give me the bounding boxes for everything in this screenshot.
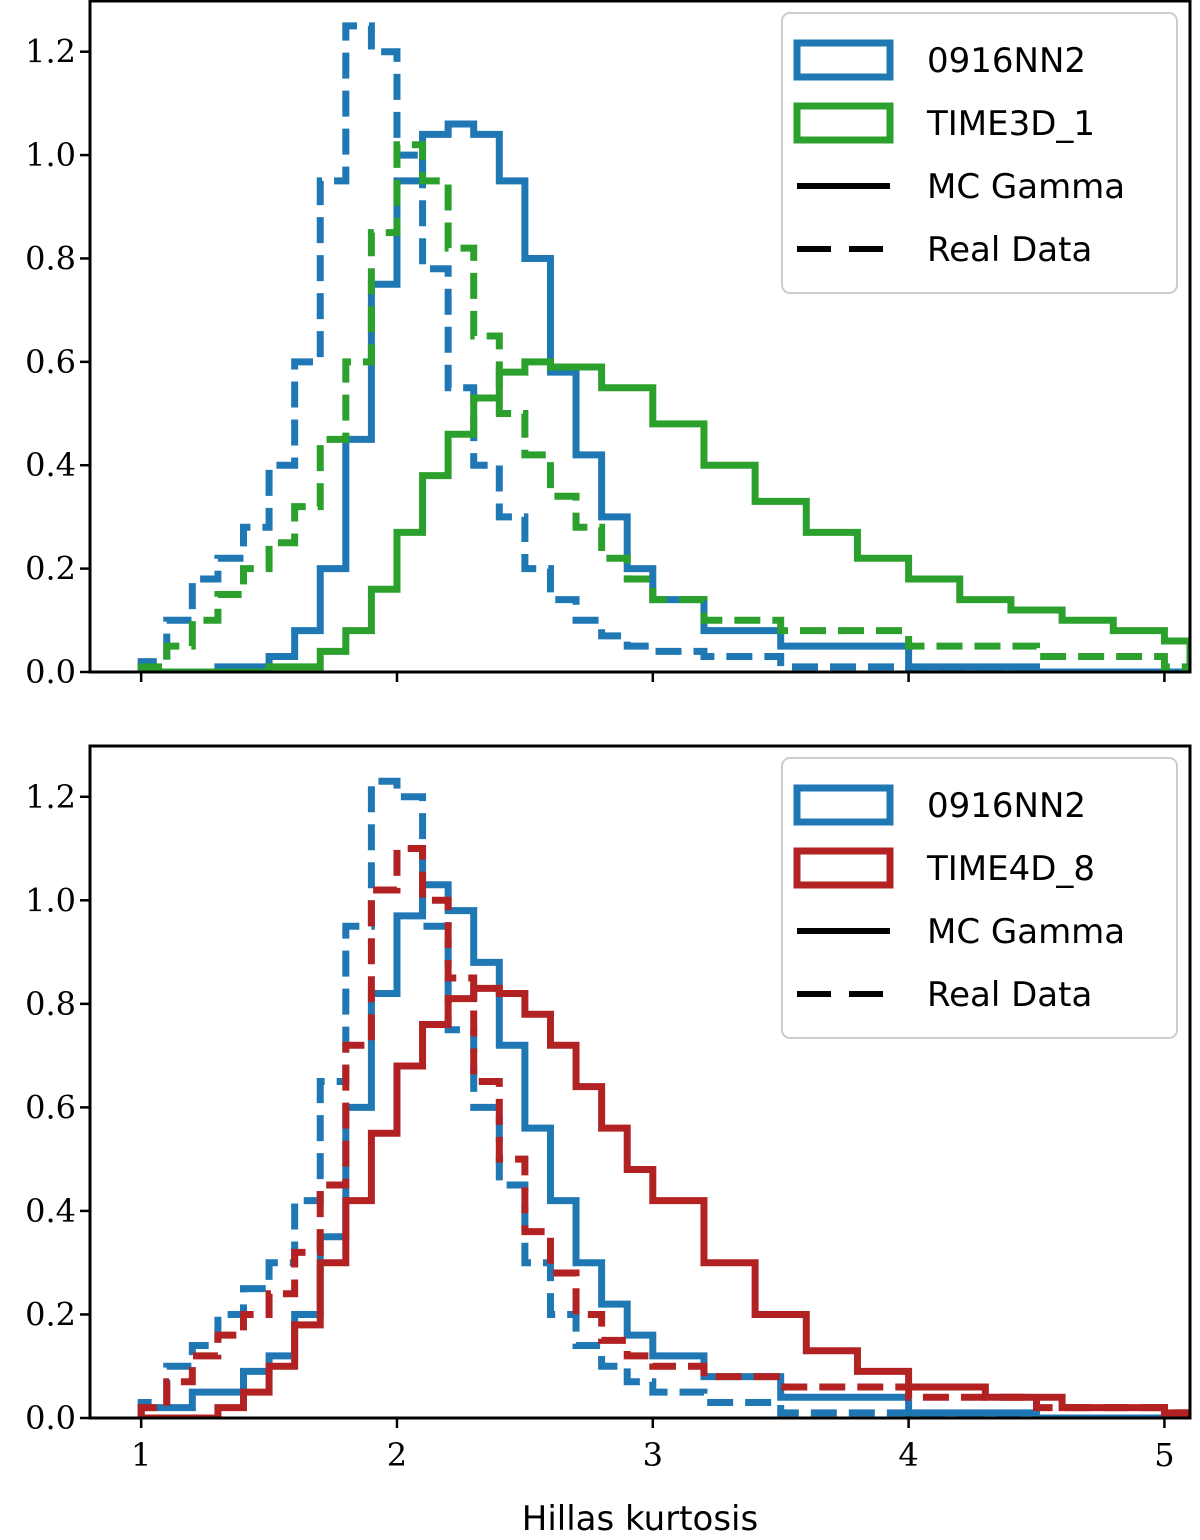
series-time3d-1-real-data: [137, 141, 1190, 672]
y-tick-label: 1.0: [25, 136, 76, 174]
legend-patch-1: [793, 102, 894, 144]
y-tick-label: 0.6: [25, 1088, 76, 1126]
series-0916nn2-mc-gamma: [141, 120, 1190, 672]
legend-patch-0: [793, 39, 894, 81]
x-tick-label: 5: [1154, 1436, 1174, 1474]
y-tick-label: 0.2: [25, 1295, 76, 1333]
legend: 0916NN2 TIME3D_1 MC Gamma Real Data: [781, 12, 1178, 294]
x-tick-label: 3: [643, 1436, 663, 1474]
x-tick-label: 4: [898, 1436, 918, 1474]
legend-label: Real Data: [927, 230, 1092, 270]
series-group: [137, 22, 1190, 672]
y-tick-label: 0.4: [25, 446, 76, 484]
series-time3d-1-mc-gamma: [141, 358, 1190, 672]
y-tick-label: 0.2: [25, 550, 76, 588]
y-tick-label: 0.8: [25, 239, 76, 277]
bottom-panel: 0.0 0.2 0.4 0.6 0.8 1.0 1.2 1 2 3 4 5 0916NN2 TIME4D_…: [25, 744, 1192, 1474]
y-tick-label: 1.2: [25, 33, 76, 71]
legend-label: 0916NN2: [927, 786, 1086, 826]
axes-frame: [88, 0, 1192, 674]
series-0916nn2-real-data: [137, 777, 1190, 1418]
legend-label: TIME3D_1: [926, 104, 1095, 144]
y-tick-label: 0.4: [25, 1192, 76, 1230]
y-tick-label: 0.6: [25, 343, 76, 381]
legend-label: MC Gamma: [927, 912, 1125, 952]
y-tick-label: 1.2: [25, 778, 76, 816]
legend-box: [781, 757, 1178, 1039]
legend-label: Real Data: [927, 975, 1092, 1015]
y-tick-label: 0.8: [25, 985, 76, 1023]
y-tick-label: 0.0: [25, 653, 76, 691]
axes-frame: [88, 744, 1192, 1420]
series-time4d-8-real-data: [137, 845, 1190, 1418]
series-0916nn2-real-data: [137, 22, 1190, 672]
legend-label: MC Gamma: [927, 167, 1125, 207]
legend-patch-1: [793, 847, 894, 889]
legend: 0916NN2 TIME4D_8 MC Gamma Real Data: [781, 757, 1178, 1039]
legend-box: [781, 12, 1178, 294]
x-axis-label: Hillas kurtosis: [522, 1499, 758, 1539]
series-time4d-8-mc-gamma: [141, 984, 1190, 1418]
top-panel: 0.0 0.2 0.4 0.6 0.8 1.0 1.2 0916NN2 TIME3D_1 MC G…: [25, 0, 1192, 691]
legend-label: 0916NN2: [927, 41, 1086, 81]
legend-label: TIME4D_8: [926, 849, 1095, 889]
y-tick-label: 0.0: [25, 1399, 76, 1437]
x-tick-label: 2: [387, 1436, 407, 1474]
legend-patch-0: [793, 784, 894, 826]
y-tick-label: 1.0: [25, 881, 76, 919]
series-group: [137, 777, 1190, 1418]
x-tick-label: 1: [131, 1436, 151, 1474]
